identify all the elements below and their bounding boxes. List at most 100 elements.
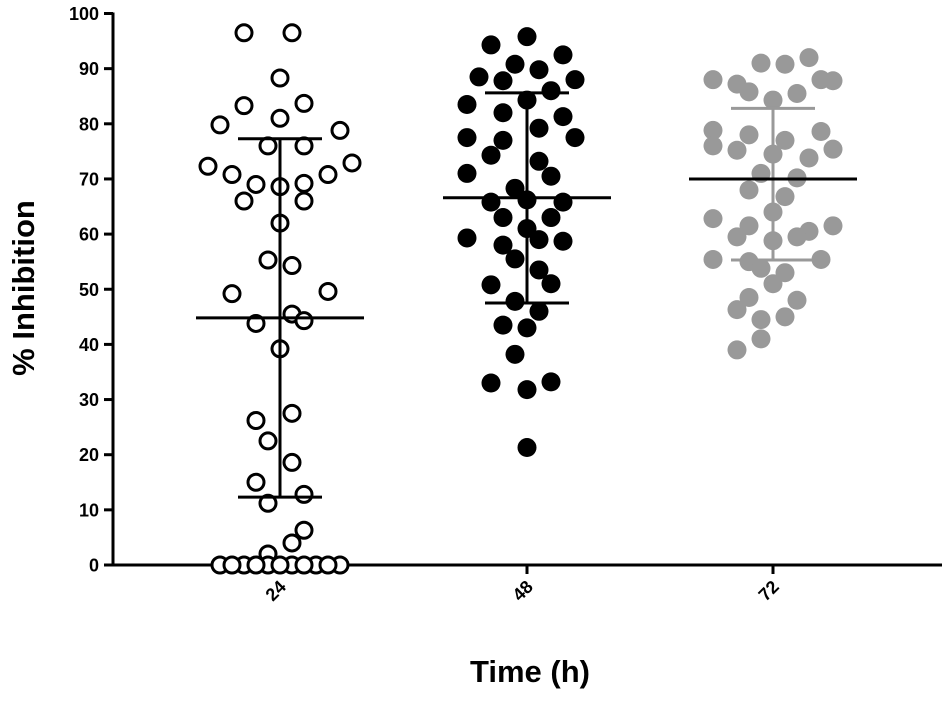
x-axis-title: Time (h) — [470, 654, 590, 689]
data-point — [505, 344, 525, 364]
data-point — [493, 208, 513, 228]
data-point — [282, 403, 302, 423]
data-point — [246, 555, 266, 575]
data-point — [541, 81, 561, 101]
data-point — [787, 227, 807, 247]
data-point — [739, 82, 759, 102]
data-point — [505, 249, 525, 269]
y-tick-label: 60 — [79, 225, 99, 245]
data-point — [318, 281, 338, 301]
data-point — [294, 311, 314, 331]
data-point — [282, 23, 302, 43]
y-tick-label: 30 — [79, 390, 99, 410]
data-point — [529, 60, 549, 80]
data-point — [703, 209, 723, 229]
y-tick-label: 90 — [79, 59, 99, 79]
y-tick-label: 20 — [79, 445, 99, 465]
data-point — [481, 145, 501, 165]
data-point — [727, 140, 747, 160]
y-axis-title: % Inhibition — [6, 200, 41, 376]
data-point — [565, 128, 585, 148]
data-point — [294, 173, 314, 193]
data-point — [823, 216, 843, 236]
data-point — [234, 191, 254, 211]
data-point — [553, 45, 573, 65]
data-point — [763, 90, 783, 110]
data-point — [775, 263, 795, 283]
data-point — [294, 191, 314, 211]
y-tick-label: 100 — [69, 4, 99, 24]
data-point — [505, 54, 525, 74]
data-point — [529, 151, 549, 171]
data-point — [493, 235, 513, 255]
series-24 — [196, 23, 364, 575]
data-point — [198, 156, 218, 176]
data-point — [553, 192, 573, 212]
data-point — [481, 275, 501, 295]
data-point — [553, 107, 573, 127]
data-point — [493, 315, 513, 335]
data-point — [234, 96, 254, 116]
data-point — [258, 493, 278, 513]
data-point — [493, 130, 513, 150]
data-point — [258, 250, 278, 270]
y-tick-label: 70 — [79, 169, 99, 189]
data-point — [763, 274, 783, 294]
data-point — [505, 291, 525, 311]
data-point — [294, 520, 314, 540]
data-point — [270, 68, 290, 88]
data-point — [457, 228, 477, 248]
data-point — [541, 166, 561, 186]
data-point — [823, 139, 843, 159]
series-layer — [196, 23, 857, 575]
data-point — [811, 122, 831, 142]
data-point — [811, 249, 831, 269]
data-point — [739, 216, 759, 236]
data-point — [727, 300, 747, 320]
data-point — [282, 452, 302, 472]
data-point — [481, 192, 501, 212]
y-tick-label: 80 — [79, 114, 99, 134]
data-point — [751, 310, 771, 330]
data-point — [294, 136, 314, 156]
data-point — [258, 431, 278, 451]
data-point — [739, 125, 759, 145]
data-point — [234, 23, 254, 43]
data-point — [565, 70, 585, 90]
data-point — [270, 555, 290, 575]
data-point — [751, 258, 771, 278]
data-point — [823, 71, 843, 91]
data-point — [739, 288, 759, 308]
data-point — [294, 484, 314, 504]
data-point — [751, 329, 771, 349]
data-point — [541, 208, 561, 228]
x-tick-label: 72 — [755, 577, 783, 605]
data-point — [246, 313, 266, 333]
data-point — [210, 115, 230, 135]
y-tick-label: 40 — [79, 335, 99, 355]
series-72 — [689, 48, 857, 360]
data-point — [703, 249, 723, 269]
data-point — [529, 230, 549, 250]
data-point — [787, 83, 807, 103]
data-point — [246, 411, 266, 431]
data-point — [457, 94, 477, 114]
x-tick-label: 24 — [262, 577, 290, 605]
data-point — [775, 307, 795, 327]
data-point — [481, 373, 501, 393]
y-tick-label: 0 — [89, 556, 99, 576]
data-point — [282, 533, 302, 553]
series-48 — [443, 27, 611, 458]
data-point — [222, 284, 242, 304]
data-point — [703, 136, 723, 156]
data-point — [517, 438, 537, 458]
data-point — [553, 231, 573, 251]
data-point — [739, 180, 759, 200]
data-point — [246, 174, 266, 194]
data-point — [529, 301, 549, 321]
data-point — [517, 380, 537, 400]
data-point — [541, 372, 561, 392]
data-point — [318, 555, 338, 575]
data-point — [493, 71, 513, 91]
